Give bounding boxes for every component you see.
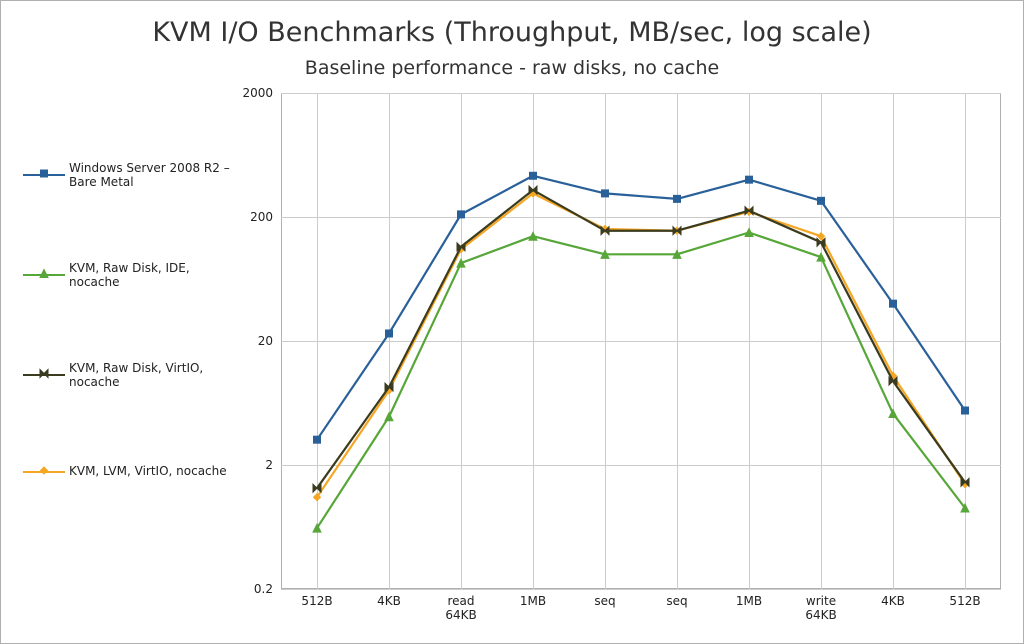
x-axis-label: read64KB	[445, 595, 476, 623]
chart-subtitle: Baseline performance - raw disks, no cac…	[1, 57, 1023, 79]
legend-item: Windows Server 2008 R2 – Bare Metal	[23, 161, 253, 190]
series-line	[317, 190, 965, 488]
series-marker	[458, 211, 465, 218]
series-marker	[386, 330, 393, 337]
y-axis-label: 20	[258, 334, 273, 348]
series-line	[317, 176, 965, 440]
legend-swatch	[23, 168, 65, 182]
legend-item: KVM, Raw Disk, VirtIO, nocache	[23, 361, 253, 390]
series-marker	[889, 410, 897, 418]
x-axis-label: seq	[594, 595, 615, 609]
bowtie-icon	[37, 366, 51, 385]
y-axis-label: 200	[250, 210, 273, 224]
legend-item: KVM, LVM, VirtIO, nocache	[23, 461, 253, 480]
series-marker	[313, 484, 321, 492]
diamond-icon	[37, 462, 51, 481]
series-layer	[281, 93, 1001, 589]
plot-area: 512B4KBread64KB1MBseqseq1MBwrite64KB4KB5…	[281, 93, 1001, 589]
legend-label: KVM, Raw Disk, VirtIO, nocache	[69, 361, 239, 390]
chart-container: KVM I/O Benchmarks (Throughput, MB/sec, …	[0, 0, 1024, 644]
y-axis-label: 0.2	[254, 582, 273, 596]
legend-label: KVM, Raw Disk, IDE, nocache	[69, 261, 239, 290]
series-line	[317, 193, 965, 497]
legend-label: KVM, LVM, VirtIO, nocache	[69, 464, 239, 478]
triangle-icon	[37, 266, 51, 285]
legend-swatch	[23, 268, 65, 282]
x-axis-label: 512B	[301, 595, 332, 609]
series-marker	[602, 190, 609, 197]
legend-item: KVM, Raw Disk, IDE, nocache	[23, 261, 253, 290]
series-line	[317, 232, 965, 528]
series-marker	[890, 300, 897, 307]
legend-swatch	[23, 465, 65, 479]
x-axis-label: 4KB	[377, 595, 401, 609]
y-axis-label: 2000	[242, 86, 273, 100]
series-marker	[385, 413, 393, 421]
series-marker	[746, 176, 753, 183]
x-axis-label: 512B	[949, 595, 980, 609]
x-axis-label: write64KB	[805, 595, 836, 623]
y-axis-label: 2	[265, 458, 273, 472]
x-axis-label: 4KB	[881, 595, 905, 609]
square-icon	[37, 166, 51, 185]
series-marker	[962, 407, 969, 414]
series-marker	[530, 172, 537, 179]
x-axis-label: seq	[666, 595, 687, 609]
x-axis-label: 1MB	[520, 595, 546, 609]
gridline-horizontal	[281, 589, 1001, 590]
series-marker	[674, 195, 681, 202]
series-marker	[314, 436, 321, 443]
series-marker	[818, 197, 825, 204]
legend-swatch	[23, 368, 65, 382]
x-axis-label: 1MB	[736, 595, 762, 609]
chart-title: KVM I/O Benchmarks (Throughput, MB/sec, …	[1, 17, 1023, 48]
legend-label: Windows Server 2008 R2 – Bare Metal	[69, 161, 239, 190]
